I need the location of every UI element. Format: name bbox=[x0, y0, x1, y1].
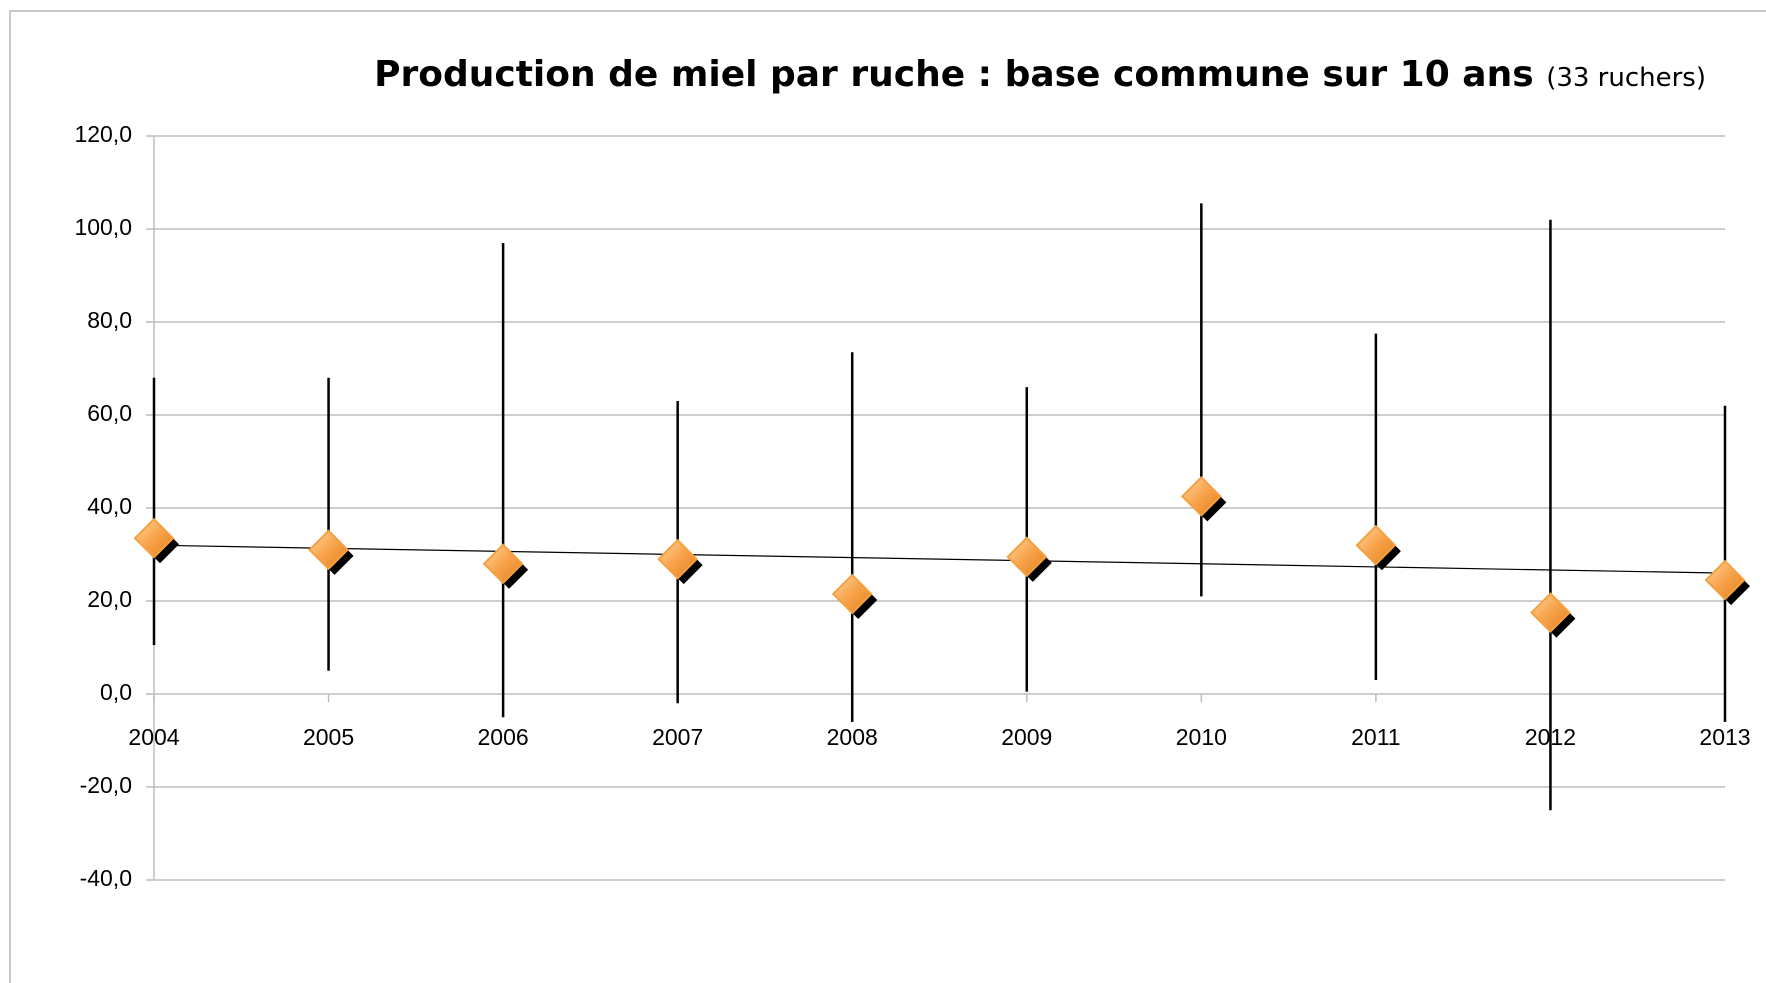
x-tick-label: 2006 bbox=[478, 724, 529, 750]
x-tick-label: 2013 bbox=[1699, 724, 1750, 750]
x-tick-label: 2010 bbox=[1176, 724, 1227, 750]
y-tick-label: -40,0 bbox=[80, 865, 132, 891]
y-tick-label: 120,0 bbox=[74, 121, 132, 147]
frame bbox=[9, 10, 1766, 983]
x-tick-label: 2005 bbox=[303, 724, 354, 750]
marker bbox=[1355, 524, 1397, 566]
marker bbox=[308, 529, 349, 571]
marker bbox=[1006, 536, 1048, 578]
x-tick-label: 2008 bbox=[827, 724, 878, 750]
x-tick-label: 2011 bbox=[1351, 724, 1400, 750]
marker bbox=[1704, 559, 1746, 601]
marker bbox=[1180, 475, 1222, 517]
marker bbox=[831, 573, 873, 615]
title-text: Production de miel par ruche : base comm… bbox=[374, 54, 1534, 95]
chart-title: Production de miel par ruche : base comm… bbox=[374, 54, 1706, 95]
y-tick-label: 0,0 bbox=[100, 679, 132, 705]
y-tick-label: 40,0 bbox=[87, 493, 132, 519]
y-tick-label: 60,0 bbox=[87, 400, 132, 426]
x-tick-label: 2007 bbox=[652, 724, 703, 750]
marker bbox=[133, 517, 175, 559]
marker bbox=[657, 538, 699, 580]
y-tick-label: -20,0 bbox=[80, 772, 132, 798]
y-tick-label: 80,0 bbox=[87, 307, 132, 333]
marker bbox=[1530, 592, 1571, 634]
y-tick-label: 100,0 bbox=[74, 214, 132, 240]
marker bbox=[482, 543, 524, 585]
x-tick-label: 2009 bbox=[1001, 724, 1052, 750]
subtitle: (33 ruchers) bbox=[1546, 63, 1706, 93]
y-tick-label: 20,0 bbox=[87, 586, 132, 612]
trend-line bbox=[153, 544, 1726, 574]
x-tick-label: 2004 bbox=[128, 724, 179, 750]
